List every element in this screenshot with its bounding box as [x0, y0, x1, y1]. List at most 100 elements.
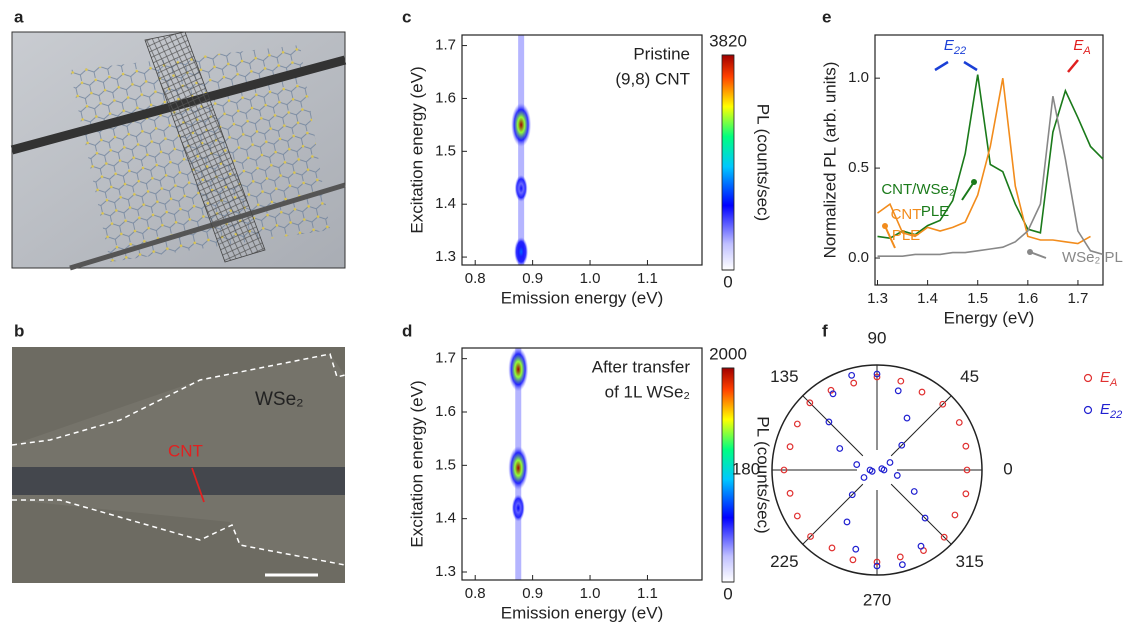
- polar-point: [917, 542, 925, 550]
- x-tick-label: 1.0: [580, 585, 601, 602]
- polar-point: [962, 490, 970, 498]
- marker-subscript: A: [1082, 45, 1090, 57]
- annotation: (9,8) CNT: [615, 69, 690, 88]
- polar-point: [873, 370, 881, 378]
- cnt-line: [191, 467, 205, 503]
- arrow-head: [971, 179, 977, 185]
- y-tick-label: 1.0: [848, 69, 869, 86]
- annotation: Pristine: [633, 44, 690, 63]
- x-tick-label: 1.4: [917, 290, 938, 307]
- polar-point: [939, 400, 947, 408]
- y-tick-label: 1.7: [435, 350, 456, 367]
- polar-point: [921, 514, 929, 522]
- polar-point: [829, 390, 837, 398]
- arrow-head: [1027, 249, 1033, 255]
- pl-peak: [511, 494, 525, 522]
- y-tick-label: 1.6: [435, 403, 456, 420]
- polar-point: [940, 533, 948, 541]
- x-axis-label: Emission energy (eV): [501, 288, 664, 307]
- x-axis-label: Emission energy (eV): [501, 603, 664, 622]
- y-tick-label: 1.3: [435, 248, 456, 265]
- polar-spoke: [890, 395, 952, 457]
- marker-arrow: [1067, 59, 1079, 73]
- polar-spoke: [890, 483, 952, 545]
- x-axis-label: Energy (eV): [944, 308, 1035, 327]
- x-tick-label: 1.5: [967, 290, 988, 307]
- polar-point: [849, 556, 857, 564]
- pl-peak: [514, 237, 529, 267]
- polar-point: [918, 388, 926, 396]
- angle-label: 315: [955, 552, 983, 571]
- pl-peak: [508, 446, 529, 490]
- polar-point: [910, 488, 918, 495]
- annotation-arrow: [961, 181, 975, 201]
- polar-point: [873, 373, 881, 381]
- x-tick-label: 1.7: [1068, 290, 1089, 307]
- polar-point: [807, 533, 814, 540]
- plot-bg: [462, 35, 702, 265]
- micrograph-b: CNT WSe₂: [11, 347, 346, 583]
- polar-point: [898, 561, 906, 569]
- flake: [12, 354, 345, 565]
- series-annotation: PLE: [892, 227, 920, 244]
- polar-point: [878, 465, 886, 473]
- polar-point: [843, 518, 851, 526]
- polar-point: [853, 461, 861, 468]
- y-tick-label: 0.5: [848, 159, 869, 176]
- polar-point: [898, 441, 906, 449]
- y-tick-label: 0.0: [848, 249, 869, 266]
- series-annotation: CNT: [891, 206, 922, 223]
- series-annotation: WSe₂ PL: [1062, 249, 1123, 266]
- polar-point: [850, 379, 858, 387]
- y-axis-label: Excitation energy (eV): [407, 66, 426, 233]
- nanotube: [144, 31, 266, 263]
- y-tick-label: 1.4: [435, 510, 456, 527]
- polar-point: [894, 387, 902, 395]
- plot-frame: [461, 34, 703, 266]
- legend-marker: [1083, 405, 1093, 415]
- series-annotation: PLE: [921, 203, 949, 220]
- angle-label: 90: [868, 328, 887, 347]
- polar-point: [873, 558, 881, 566]
- panel-label: b: [14, 321, 24, 340]
- polar-point: [962, 442, 970, 450]
- polar-point: [873, 562, 881, 570]
- series-line: [877, 74, 1104, 240]
- legend-symbol: E: [1100, 369, 1111, 386]
- legend-subscript: 22: [1109, 409, 1122, 421]
- annotation: After transfer: [592, 357, 691, 376]
- legend-symbol: E: [1100, 401, 1111, 418]
- polar-point: [897, 377, 905, 385]
- colorbar-tick-label: 2000: [709, 344, 747, 363]
- polar-point: [848, 371, 856, 379]
- colorbar-tick-label: 0: [723, 272, 732, 291]
- material-label: WSe₂: [255, 389, 304, 410]
- angle-label: 225: [770, 552, 798, 571]
- peak-marker: E22: [944, 37, 966, 57]
- plot-frame: [461, 347, 703, 581]
- polar-point: [836, 445, 844, 452]
- flake-outline: [12, 499, 346, 566]
- angle-label: 135: [770, 367, 798, 386]
- x-tick-label: 1.0: [580, 270, 601, 287]
- pl-peak: [508, 347, 529, 392]
- legend-label: E22: [1100, 401, 1122, 421]
- series-line: [877, 96, 1104, 257]
- x-tick-label: 1.1: [637, 585, 658, 602]
- polar-point: [848, 491, 856, 499]
- marker-symbol: E: [944, 37, 955, 54]
- panel-label: f: [822, 321, 828, 340]
- y-tick-label: 1.7: [435, 37, 456, 54]
- y-tick-label: 1.4: [435, 195, 456, 212]
- panel-label: d: [402, 321, 412, 340]
- y-tick-label: 1.5: [435, 456, 456, 473]
- series-annotation: CNT/WSe₂: [881, 181, 955, 198]
- polar-point: [886, 459, 894, 466]
- polar-point: [868, 467, 876, 475]
- panel-label: a: [14, 7, 24, 26]
- polar-point: [786, 489, 794, 497]
- angle-label: 0: [1003, 459, 1012, 478]
- illustration-a: [10, 31, 347, 271]
- annotation: of 1L WSe₂: [605, 382, 690, 401]
